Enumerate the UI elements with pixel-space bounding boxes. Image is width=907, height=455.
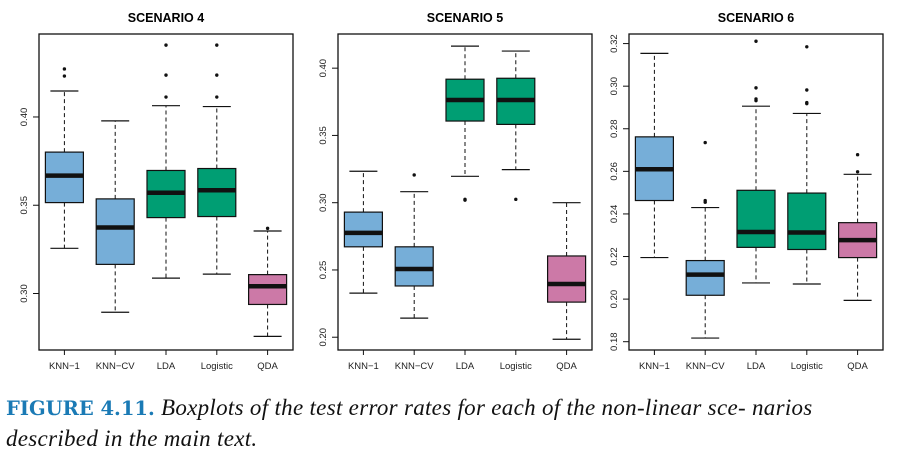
x-tick-label: Logistic xyxy=(500,361,532,372)
x-tick-label: QDA xyxy=(257,361,278,372)
caption-label: FIGURE 4.11. xyxy=(6,397,155,420)
x-tick-label: QDA xyxy=(847,361,868,372)
y-tick-label: 0.32 xyxy=(609,34,620,53)
boxplot-figure: SCENARIO 4 0.30 0.35 0.40 KNN−1 KNN−CV LDA Log… xyxy=(19,11,884,372)
iqr-box xyxy=(787,192,827,251)
iqr-box xyxy=(546,255,587,303)
y-tick-label: 0.26 xyxy=(609,162,620,181)
outlier-point xyxy=(265,226,270,231)
x-tick-label: Logistic xyxy=(791,361,823,372)
y-tick-label: 0.25 xyxy=(318,261,329,280)
outlier-point xyxy=(805,100,809,105)
x-tick-label: KNN−CV xyxy=(686,361,725,372)
y-tick-label: 0.30 xyxy=(19,284,30,303)
outlier-point xyxy=(215,95,219,99)
boxplot-knn-1 xyxy=(44,67,85,249)
outlier-point xyxy=(805,88,809,92)
outlier-point xyxy=(412,173,416,177)
x-tick-label: LDA xyxy=(157,361,176,372)
boxplot-knn-1 xyxy=(343,170,383,294)
x-tick-label: LDA xyxy=(456,361,475,372)
y-tick-label: 0.22 xyxy=(609,247,620,266)
iqr-box xyxy=(736,189,776,248)
y-tick-label: 0.35 xyxy=(19,196,30,215)
outlier-point xyxy=(164,43,168,47)
x-tick-label: KNN−1 xyxy=(348,361,379,372)
y-tick-label: 0.24 xyxy=(609,205,620,224)
y-tick-label: 0.40 xyxy=(19,108,30,127)
boxplot-logistic xyxy=(787,45,827,285)
boxplot-knn-cv xyxy=(95,120,135,313)
panel-title: SCENARIO 4 xyxy=(128,11,204,25)
boxplot-knn-1 xyxy=(634,52,675,259)
outlier-point xyxy=(703,140,707,145)
boxplot-qda xyxy=(837,153,878,301)
outlier-point xyxy=(164,73,168,77)
y-tick-label: 0.35 xyxy=(318,126,329,145)
x-tick-label: KNN−1 xyxy=(49,361,80,372)
x-tick-label: KNN−1 xyxy=(639,361,670,372)
outlier-point xyxy=(855,153,860,157)
outlier-point xyxy=(62,67,67,71)
x-tick-label: QDA xyxy=(556,361,577,372)
outlier-point xyxy=(215,43,219,47)
x-tick-label: KNN−CV xyxy=(395,361,434,372)
iqr-box xyxy=(685,259,725,296)
boxplot-lda xyxy=(146,43,186,279)
panel-scenario-4: SCENARIO 4 0.30 0.35 0.40 KNN−1 KNN−CV LDA Log… xyxy=(19,11,294,372)
boxplot-knn-cv xyxy=(685,140,725,339)
iqr-box xyxy=(248,274,288,306)
panel-title: SCENARIO 6 xyxy=(718,11,794,25)
outlier-point xyxy=(754,86,758,90)
caption-text: Boxplots of the test error rates for eac… xyxy=(6,395,813,451)
outlier-point xyxy=(754,39,758,43)
outlier-point xyxy=(855,170,860,174)
y-tick-label: 0.28 xyxy=(609,120,620,139)
x-tick-label: Logistic xyxy=(201,361,233,372)
y-tick-label: 0.30 xyxy=(609,77,620,96)
boxplot-qda xyxy=(546,202,587,340)
outlier-point xyxy=(62,74,67,78)
iqr-box xyxy=(394,246,434,287)
outlier-point xyxy=(215,73,219,77)
x-tick-label: LDA xyxy=(747,361,766,372)
iqr-box xyxy=(95,198,135,265)
outlier-point xyxy=(703,198,707,203)
iqr-box xyxy=(343,211,383,248)
y-tick-label: 0.30 xyxy=(318,193,329,212)
panel-title: SCENARIO 5 xyxy=(427,11,503,25)
iqr-box xyxy=(197,167,237,218)
y-tick-label: 0.40 xyxy=(318,59,329,78)
y-tick-label: 0.20 xyxy=(318,328,329,347)
boxplot-lda xyxy=(736,39,776,284)
x-tick-label: KNN−CV xyxy=(96,361,135,372)
boxplot-logistic xyxy=(197,43,237,275)
boxplot-logistic xyxy=(496,50,536,202)
boxplot-lda xyxy=(445,45,485,202)
figure-caption: FIGURE 4.11. Boxplots of the test error … xyxy=(6,393,901,455)
y-tick-label: 0.18 xyxy=(609,332,620,351)
outlier-point xyxy=(514,197,518,202)
outlier-point xyxy=(164,95,168,99)
y-tick-label: 0.20 xyxy=(609,290,620,309)
panel-scenario-5: SCENARIO 5 0.20 0.25 0.30 0.35 0.40 KNN−1 KNN−… xyxy=(318,11,593,372)
outlier-point xyxy=(754,97,758,101)
outlier-point xyxy=(805,45,809,49)
outlier-point xyxy=(463,197,467,202)
boxplot-knn-cv xyxy=(394,173,434,319)
boxplot-qda xyxy=(248,226,288,338)
panel-scenario-6: SCENARIO 6 0.18 0.20 0.22 0.24 0.26 0.28 0.30 0… xyxy=(609,11,884,372)
